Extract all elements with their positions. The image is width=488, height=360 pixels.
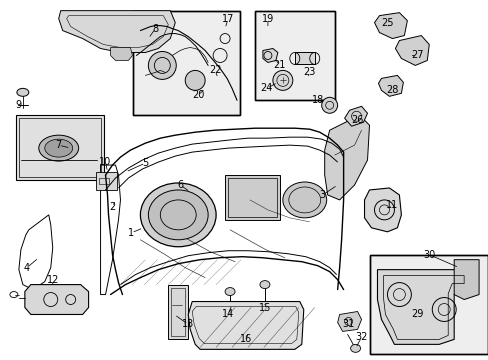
Ellipse shape [185,71,205,90]
Polygon shape [453,260,478,300]
Bar [168,285,188,339]
Text: 22: 22 [208,66,221,76]
Ellipse shape [224,288,235,296]
Bar [133,11,240,115]
Polygon shape [395,36,428,66]
Text: 24: 24 [260,84,272,93]
Text: 10: 10 [99,157,111,167]
Polygon shape [374,13,407,39]
Bar [227,178,276,217]
Text: 8: 8 [152,24,158,33]
Text: 29: 29 [410,310,423,319]
Ellipse shape [140,183,216,247]
Text: 3: 3 [319,190,325,200]
Polygon shape [324,115,369,200]
Text: 26: 26 [351,115,363,125]
Ellipse shape [39,135,79,161]
Polygon shape [110,48,132,60]
Ellipse shape [148,51,176,80]
Text: 9: 9 [16,100,22,110]
Ellipse shape [224,311,235,319]
Text: 25: 25 [381,18,393,28]
Polygon shape [344,106,367,126]
Bar [16,115,103,180]
Text: 32: 32 [355,332,367,342]
Text: 17: 17 [222,14,234,24]
Bar [254,11,334,100]
Ellipse shape [272,71,292,90]
Text: 1: 1 [128,228,134,238]
Ellipse shape [350,345,360,352]
Text: 28: 28 [386,85,398,95]
Polygon shape [377,270,470,345]
Text: 5: 5 [142,158,148,168]
Text: 6: 6 [177,180,183,190]
Text: 18: 18 [311,95,323,105]
Bar [369,255,487,354]
Bar [171,288,185,336]
Text: 14: 14 [222,310,234,319]
Polygon shape [337,311,361,332]
Bar [133,11,240,115]
Bar [99,178,108,184]
Polygon shape [59,11,175,53]
Bar [254,11,334,100]
Polygon shape [364,188,401,232]
Text: 12: 12 [46,275,59,285]
Ellipse shape [282,182,326,218]
Bar [224,175,279,220]
Text: 16: 16 [240,334,252,345]
Bar [19,118,101,177]
Ellipse shape [260,318,269,325]
Polygon shape [25,285,88,315]
Text: 30: 30 [422,250,434,260]
Polygon shape [378,75,403,96]
Text: 20: 20 [192,90,204,100]
Polygon shape [263,49,277,62]
Bar [95,172,117,190]
Ellipse shape [260,280,269,289]
Text: 27: 27 [410,50,423,60]
Text: 13: 13 [182,319,194,329]
Bar [369,255,487,354]
Ellipse shape [321,97,337,113]
Text: 11: 11 [386,200,398,210]
Ellipse shape [45,139,73,157]
Polygon shape [188,302,303,349]
Text: 2: 2 [109,202,115,212]
Text: 23: 23 [303,67,315,77]
Ellipse shape [148,190,208,240]
Text: 21: 21 [273,60,285,71]
Text: 19: 19 [261,14,273,24]
Bar [294,53,314,64]
Text: 7: 7 [56,140,61,150]
Ellipse shape [17,88,29,96]
Text: 4: 4 [24,263,30,273]
Text: 31: 31 [342,319,354,329]
Text: 15: 15 [258,302,270,312]
